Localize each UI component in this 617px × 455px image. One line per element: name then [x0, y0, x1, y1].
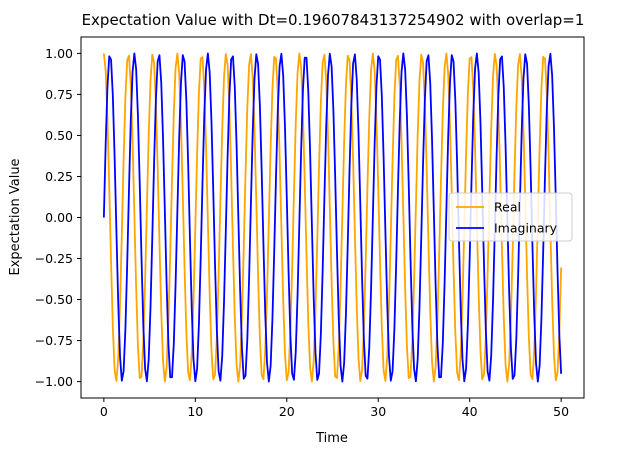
y-axis: 1.00 0.75 0.50 0.25 0.00 −0.25 −0.50 −0.75 −1.00: [35, 46, 81, 389]
x-axis-title: Time: [315, 431, 348, 446]
series-line-imaginary: [102, 52, 563, 383]
legend-label-imaginary: Imaginary: [494, 221, 558, 236]
y-tick-label: 0.50: [45, 128, 73, 143]
y-tick-label: −0.50: [35, 292, 73, 307]
y-tick-label: −0.75: [35, 333, 73, 348]
legend-label-real: Real: [494, 200, 521, 215]
legend-box: [448, 192, 573, 242]
y-axis-title: Expectation Value: [8, 158, 23, 275]
x-tick-label: 10: [187, 404, 203, 419]
legend: Real Imaginary: [448, 192, 573, 242]
x-tick-label: 50: [553, 404, 569, 419]
y-tick-label: −0.25: [35, 251, 73, 266]
x-tick-label: 40: [462, 404, 478, 419]
y-tick-label: 0.25: [45, 169, 73, 184]
x-axis: 0 10 20 30 40 50: [100, 398, 569, 419]
y-tick-label: 0.75: [45, 87, 73, 102]
x-tick-label: 30: [370, 404, 386, 419]
chart-title: Expectation Value with Dt=0.196078431372…: [82, 11, 585, 29]
y-tick-label: −1.00: [35, 374, 73, 389]
x-tick-label: 20: [279, 404, 295, 419]
x-tick-label: 0: [100, 404, 108, 419]
y-tick-label: 1.00: [45, 46, 73, 61]
y-tick-label: 0.00: [45, 210, 73, 225]
